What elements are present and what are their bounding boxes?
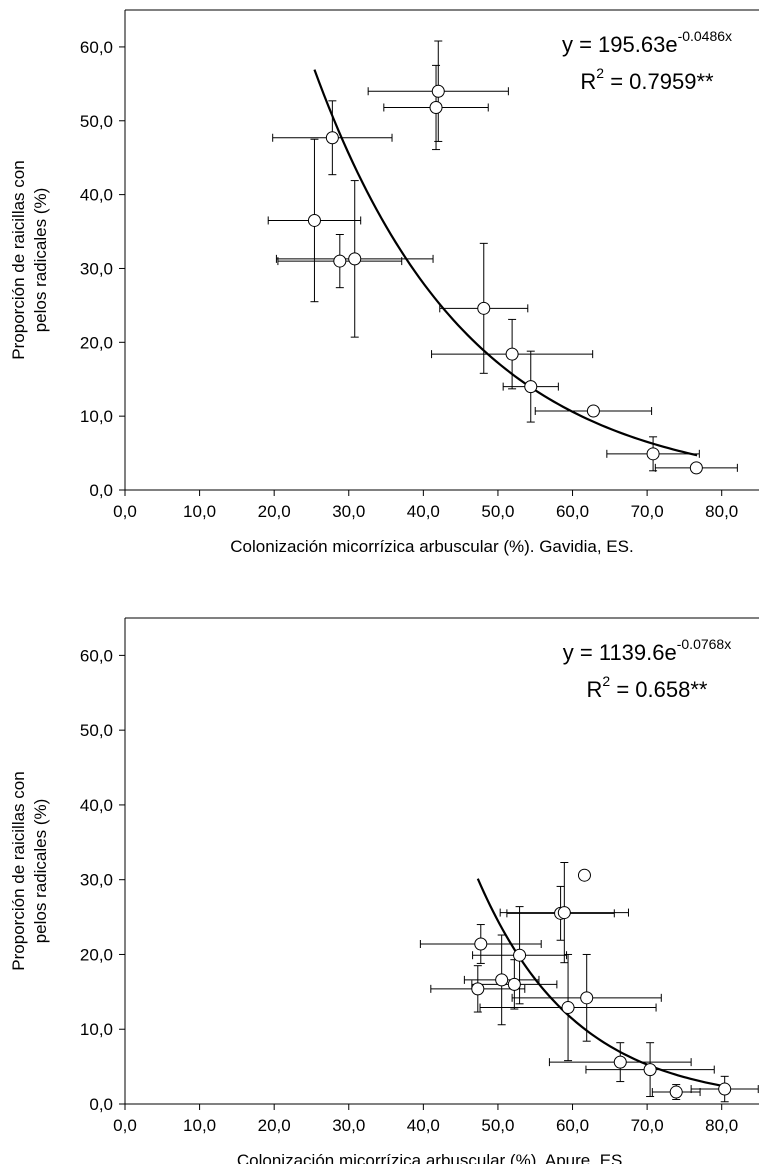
data-point bbox=[348, 252, 362, 266]
r-squared-label: R2 = 0.7959** bbox=[580, 65, 714, 94]
y-tick-label: 40,0 bbox=[80, 796, 113, 815]
data-point bbox=[524, 380, 538, 394]
data-point bbox=[557, 906, 571, 920]
x-tick-label: 70,0 bbox=[631, 1116, 664, 1135]
x-tick-label: 50,0 bbox=[481, 1116, 514, 1135]
data-point bbox=[613, 1055, 627, 1069]
x-tick-label: 0,0 bbox=[113, 502, 137, 521]
r-squared-label: R2 = 0.658** bbox=[587, 673, 708, 702]
regression-equation: y = 1139.6e-0.0768x bbox=[563, 636, 731, 665]
y-tick-label: 20,0 bbox=[80, 945, 113, 964]
data-point bbox=[507, 977, 521, 991]
x-tick-label: 0,0 bbox=[113, 1116, 137, 1135]
data-point bbox=[471, 982, 485, 996]
y-axis-label-line: pelos radicales (%) bbox=[31, 188, 50, 333]
x-tick-label: 60,0 bbox=[556, 1116, 589, 1135]
y-tick-label: 30,0 bbox=[80, 871, 113, 890]
y-tick-label: 30,0 bbox=[80, 259, 113, 278]
data-point bbox=[646, 447, 660, 461]
y-tick-label: 60,0 bbox=[80, 38, 113, 57]
x-tick-label: 60,0 bbox=[556, 502, 589, 521]
x-tick-label: 10,0 bbox=[183, 1116, 216, 1135]
data-point bbox=[718, 1082, 732, 1096]
x-tick-label: 80,0 bbox=[705, 1116, 738, 1135]
y-axis-label-line: pelos radicales (%) bbox=[31, 799, 50, 944]
data-point bbox=[307, 213, 321, 227]
x-tick-label: 20,0 bbox=[258, 502, 291, 521]
data-point bbox=[643, 1063, 657, 1077]
data-point bbox=[577, 868, 591, 882]
data-point bbox=[333, 254, 347, 268]
y-tick-label: 0,0 bbox=[89, 1095, 113, 1114]
x-tick-label: 10,0 bbox=[183, 502, 216, 521]
data-point bbox=[431, 84, 445, 98]
x-tick-label: 40,0 bbox=[407, 1116, 440, 1135]
chart-2: 0,0 10,0 20,0 30,0 40,0 50,0 60,0 0,0 10,0 20,0 30… bbox=[9, 617, 759, 1164]
data-point bbox=[495, 973, 509, 987]
data-point bbox=[586, 404, 600, 418]
data-point bbox=[689, 461, 703, 475]
data-point bbox=[513, 948, 527, 962]
x-tick-label: 50,0 bbox=[481, 502, 514, 521]
data-point bbox=[669, 1085, 683, 1099]
x-tick-label: 70,0 bbox=[631, 502, 664, 521]
y-tick-label: 50,0 bbox=[80, 112, 113, 131]
x-tick-label: 40,0 bbox=[407, 502, 440, 521]
x-tick-label: 30,0 bbox=[332, 1116, 365, 1135]
data-point bbox=[429, 100, 443, 114]
data-point bbox=[580, 991, 594, 1005]
fit-curve bbox=[313, 69, 698, 457]
data-point bbox=[561, 1001, 575, 1015]
chart-1: 0,0 10,0 20,0 30,0 40,0 50,0 60,0 0,0 10,0 20,0 30… bbox=[9, 9, 759, 556]
y-axis-label-line: Proporción de raicillas con bbox=[9, 160, 28, 359]
y-tick-label: 0,0 bbox=[89, 481, 113, 500]
y-tick-label: 60,0 bbox=[80, 646, 113, 665]
x-tick-label: 20,0 bbox=[258, 1116, 291, 1135]
y-tick-label: 20,0 bbox=[80, 333, 113, 352]
data-point bbox=[474, 937, 488, 951]
y-tick-label: 50,0 bbox=[80, 721, 113, 740]
x-tick-label: 30,0 bbox=[332, 502, 365, 521]
regression-equation: y = 195.63e-0.0486x bbox=[562, 28, 732, 57]
data-point bbox=[477, 301, 491, 315]
y-tick-label: 10,0 bbox=[80, 407, 113, 426]
data-point bbox=[325, 131, 339, 145]
x-tick-label: 80,0 bbox=[705, 502, 738, 521]
y-tick-label: 10,0 bbox=[80, 1020, 113, 1039]
y-axis-label-line: Proporción de raicillas con bbox=[9, 771, 28, 970]
x-axis-label: Colonización micorrízica arbuscular (%).… bbox=[230, 537, 633, 556]
y-tick-label: 40,0 bbox=[80, 186, 113, 205]
data-point bbox=[505, 347, 519, 361]
x-axis-label: Colonización micorrízica arbuscular (%).… bbox=[237, 1151, 627, 1164]
